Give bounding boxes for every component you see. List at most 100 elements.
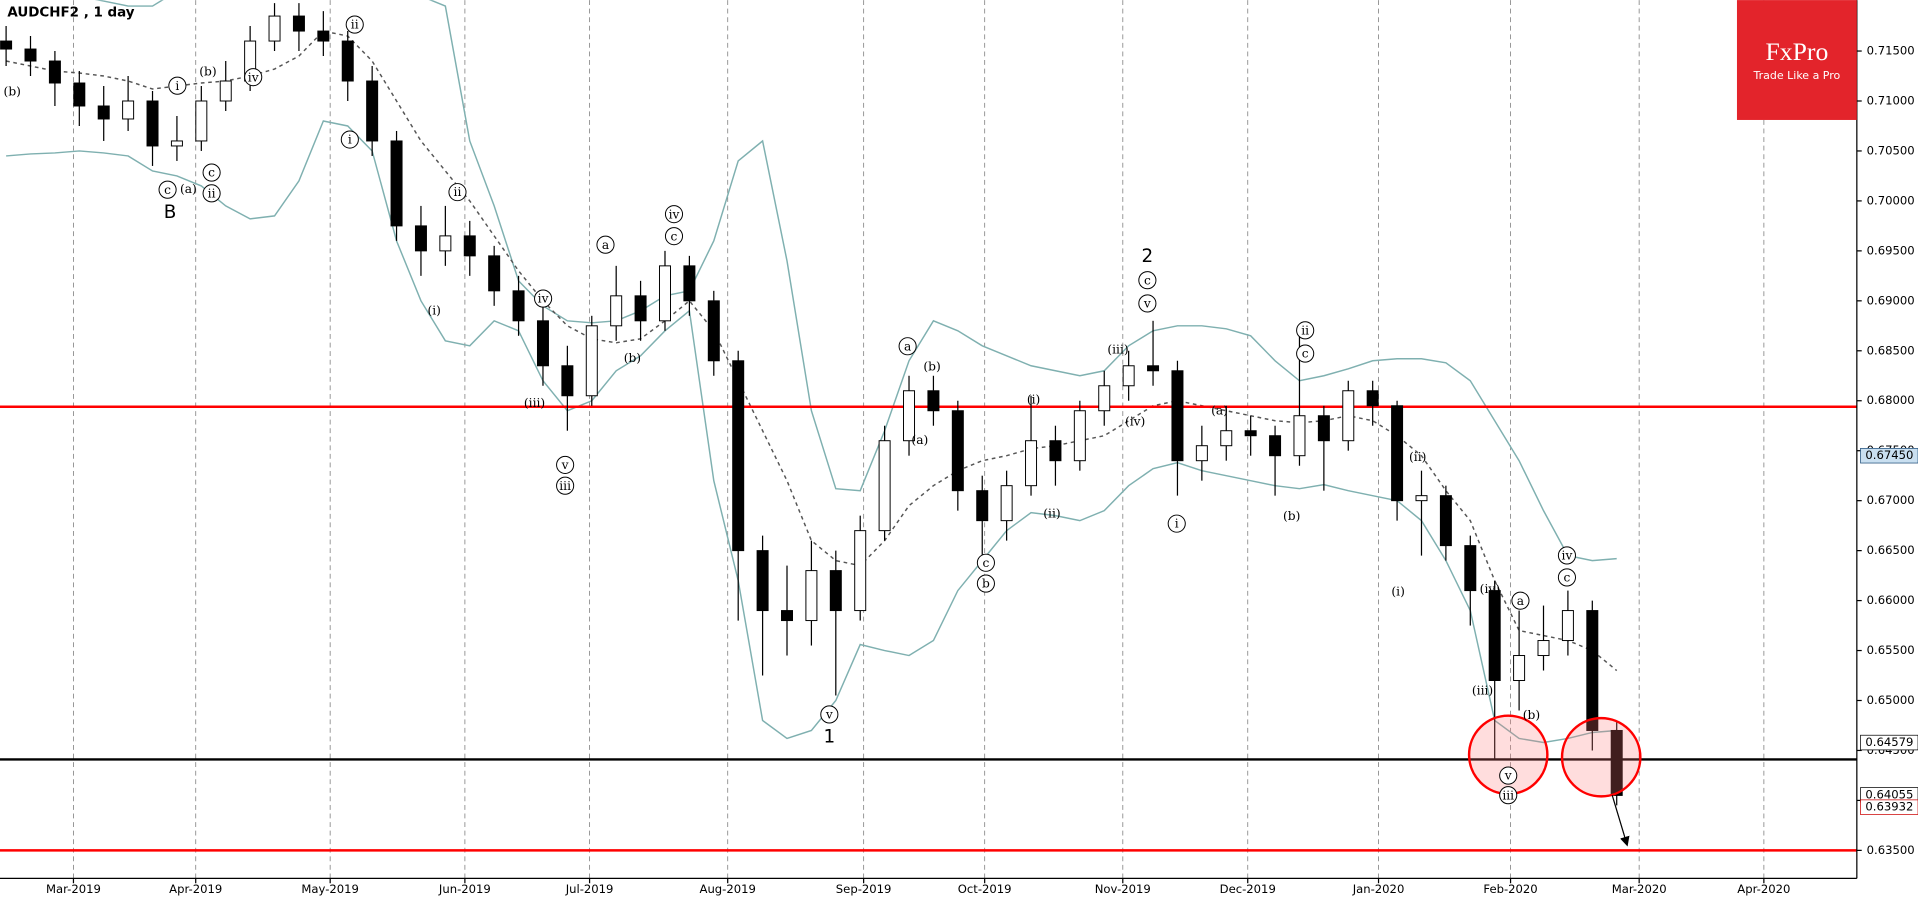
y-tick-label: 0.66000 xyxy=(1867,593,1915,607)
price-tag xyxy=(1860,734,1918,751)
wave-label: iv xyxy=(248,70,259,84)
candle-body xyxy=(1049,440,1062,462)
annotation: (b) xyxy=(1523,708,1540,722)
candle-body xyxy=(585,325,598,397)
annotation: (b) xyxy=(199,65,216,79)
wave-label: v xyxy=(825,708,833,722)
wave-circle xyxy=(168,76,187,95)
annotation: (i) xyxy=(428,303,441,317)
annotation: (a) xyxy=(180,182,197,196)
x-tick-label: Jun-2019 xyxy=(438,882,491,896)
y-tick-label: 0.63500 xyxy=(1867,843,1915,857)
wave-label: a xyxy=(904,339,911,353)
candle-body xyxy=(1513,655,1526,682)
candle-body xyxy=(73,82,86,107)
wave-circle xyxy=(1557,568,1576,587)
x-tick-label: Apr-2019 xyxy=(169,882,222,896)
wave-label: iv xyxy=(538,292,549,306)
annotation: (b) xyxy=(1283,509,1300,523)
wave-label: c xyxy=(1564,571,1571,585)
wave-label: c xyxy=(164,183,171,197)
wave-circle xyxy=(340,130,359,149)
annotation: (iii) xyxy=(524,396,545,410)
wave-circle xyxy=(1138,271,1157,290)
wave-label: i xyxy=(348,133,352,147)
annotation: (i) xyxy=(1027,393,1040,407)
wave-label: i xyxy=(1175,517,1179,531)
candle-body xyxy=(146,100,159,147)
y-tick-label: 0.65500 xyxy=(1867,643,1915,657)
candle-body xyxy=(1464,545,1477,592)
candle-body xyxy=(366,80,379,142)
candle-body xyxy=(292,15,305,32)
wave-circle xyxy=(1167,514,1186,533)
wave-degree: 2 xyxy=(1142,246,1154,267)
wave-label: c xyxy=(982,556,989,570)
candle-body xyxy=(1073,410,1086,462)
wave-circle xyxy=(596,235,615,254)
candle-body xyxy=(219,80,232,102)
wave-circle xyxy=(664,227,684,246)
annotation: (b) xyxy=(4,84,21,98)
candle-body xyxy=(1366,390,1379,407)
candle-body xyxy=(48,60,61,84)
y-tick-label: 0.68000 xyxy=(1867,393,1915,407)
candle-body xyxy=(976,490,989,522)
wave-circle xyxy=(556,455,575,474)
wave-label: iii xyxy=(1502,788,1514,802)
candle-body xyxy=(122,100,135,120)
x-tick-label: Jan-2020 xyxy=(1352,882,1405,896)
candle-body xyxy=(1391,405,1404,502)
wave-label: v xyxy=(561,458,569,472)
wave-circle xyxy=(1296,321,1315,340)
wave-circle xyxy=(556,476,575,495)
annotation: (iv) xyxy=(1480,582,1500,596)
candle-body xyxy=(414,225,427,252)
x-tick-label: May-2019 xyxy=(301,882,359,896)
price-tag xyxy=(1860,447,1918,464)
wave-label: v xyxy=(1504,769,1512,783)
x-tick-label: Mar-2019 xyxy=(46,882,101,896)
logo: FxPro Trade Like a Pro xyxy=(1736,0,1857,120)
wave-circle xyxy=(976,553,995,572)
candle-body xyxy=(1244,430,1257,437)
wave-label: v xyxy=(1143,297,1151,311)
candle-body xyxy=(488,255,501,292)
wave-label: ii xyxy=(208,186,216,200)
wave-label: ii xyxy=(454,185,462,199)
x-tick-label: Dec-2019 xyxy=(1220,882,1276,896)
y-tick-label: 0.67000 xyxy=(1867,493,1915,507)
forecast-arrow xyxy=(1611,794,1630,847)
wave-circle xyxy=(202,163,221,182)
wave-label: ii xyxy=(1301,323,1309,337)
plot-area xyxy=(0,0,1857,852)
wave-circle xyxy=(898,337,917,356)
candle-body xyxy=(97,105,110,120)
y-tick-label: 0.70500 xyxy=(1867,143,1915,157)
candle-body xyxy=(658,265,671,322)
wave-label: c xyxy=(1144,273,1151,287)
candle-body xyxy=(805,570,818,622)
band-line xyxy=(95,0,1617,562)
annotation: (i) xyxy=(1391,585,1404,599)
wave-circle xyxy=(1499,766,1518,785)
y-tick-label: 0.71500 xyxy=(1867,44,1915,58)
candle-body xyxy=(1586,610,1599,731)
wave-label: iv xyxy=(1562,549,1573,563)
logo-tagline: Trade Like a Pro xyxy=(1753,69,1841,82)
candle-body xyxy=(561,365,574,397)
candle-body xyxy=(24,48,37,62)
price-tag-label: 0.64055 xyxy=(1865,787,1913,801)
candle-body xyxy=(1098,385,1111,412)
candle-body xyxy=(1537,640,1550,657)
wave-circle xyxy=(664,205,684,224)
x-tick-label: Oct-2019 xyxy=(958,882,1012,896)
y-tick-label: 0.70000 xyxy=(1867,193,1915,207)
wave-label: iv xyxy=(669,207,680,221)
x-tick-label: Sep-2019 xyxy=(836,882,892,896)
annotation: (iii) xyxy=(1107,342,1128,356)
wave-label: c xyxy=(208,166,215,180)
wave-circle xyxy=(244,68,263,87)
wave-circle xyxy=(976,574,995,593)
